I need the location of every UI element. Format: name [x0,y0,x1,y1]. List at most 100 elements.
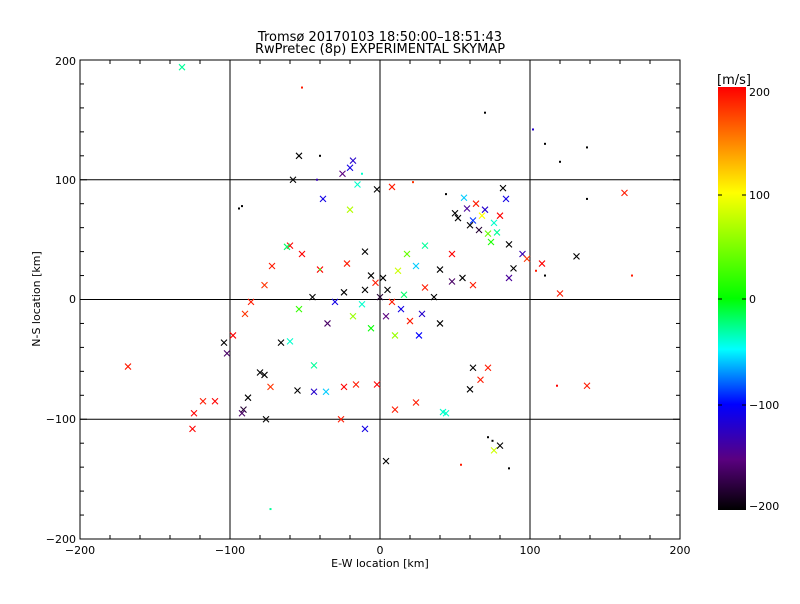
cross-stroke [454,214,462,222]
data-point-dot [301,86,303,89]
data-point-dot [445,193,447,196]
cross-stroke [211,397,219,405]
y-tick-label: 100 [55,174,76,187]
data-point-cross [418,310,426,318]
cross-stroke [384,286,391,294]
data-point-cross [477,376,484,384]
cross-stroke [346,164,354,172]
cross-stroke [337,415,345,423]
cross-stroke [295,305,303,313]
cross-stroke [261,371,268,379]
cross-stroke [220,339,228,346]
cross-stroke [388,183,396,191]
data-point-cross [442,409,450,417]
data-point-cross [505,241,513,248]
data-point-dot [544,142,546,145]
data-point-cross [361,286,369,294]
data-point-cross [298,250,306,258]
cross-stroke [436,320,444,327]
cross-stroke [382,457,390,465]
cross-stroke [223,349,231,357]
colorbar-ticks [718,194,746,406]
cross-stroke [261,281,268,289]
data-point-cross [268,262,276,270]
data-point-cross [244,394,252,402]
data-point-dot [238,207,240,210]
cross-stroke [358,300,366,308]
x-axis-label: E-W location [km] [331,557,429,570]
data-point-dot [319,154,321,157]
x-tick-label: 200 [670,544,691,557]
cross-stroke [493,229,501,236]
data-point-dot [412,181,414,184]
data-point-cross [451,209,459,217]
data-point-cross [340,383,348,391]
data-point-cross [496,442,504,449]
cross-stroke [475,226,483,234]
data-point-cross [469,281,477,289]
data-point-cross [490,446,498,454]
data-point-dot [544,274,546,277]
cross-stroke [244,394,252,402]
data-point-cross [372,279,379,287]
data-point-cross [247,298,255,306]
cross-stroke [373,185,381,193]
cross-stroke [322,388,330,396]
data-point-cross [367,272,375,279]
data-point-cross [339,170,346,178]
data-point-cross [190,409,198,417]
data-point-cross [295,152,303,160]
x-tick-label: 0 [377,544,384,557]
data-point-dot [559,160,561,163]
cross-stroke [379,274,387,282]
data-point-cross [349,312,357,320]
data-point-cross [199,397,207,405]
data-point-dot [535,269,537,272]
cross-stroke [361,425,369,433]
y-tick-label: −200 [46,533,76,546]
cross-stroke [298,250,306,258]
cross-stroke [391,332,399,339]
data-point-cross [310,361,318,369]
data-point-dot [241,205,243,208]
cross-stroke [388,298,396,306]
data-point-cross [556,290,564,297]
cross-stroke [382,312,390,320]
chart-title: Tromsø 20170103 18:50:00–18:51:43 [257,30,502,45]
data-point-dot [319,268,321,271]
colorbar-tick-label: −200 [749,500,779,513]
data-point-cross [472,200,480,208]
cross-stroke [477,376,484,384]
data-point-cross [496,212,504,220]
colorbar-tick-label: 100 [749,189,770,202]
cross-stroke [267,383,274,391]
data-point-cross [295,305,303,313]
cross-stroke [472,200,480,208]
cross-stroke [490,219,498,227]
data-point-dot [484,111,486,114]
data-point-cross [469,364,477,372]
data-point-cross [376,293,384,301]
cross-stroke [538,260,546,267]
data-point-cross [538,260,546,267]
data-point-cross [261,371,268,379]
data-point-cross [391,406,399,414]
data-point-cross [454,214,462,222]
data-point-cross [337,415,345,423]
y-tick-label: −100 [46,413,76,426]
cross-stroke [469,217,477,224]
cross-stroke [466,221,474,229]
data-point-cross [448,250,456,258]
y-tick-label: 200 [55,55,76,68]
data-point-cross [124,363,132,370]
cross-stroke [463,205,471,212]
data-point-cross [466,221,474,229]
data-point-cross [583,382,591,390]
data-point-cross [481,206,489,214]
data-point-cross [346,206,354,214]
colorbar-tick-label: −100 [749,399,779,412]
cross-stroke [499,184,507,192]
cross-stroke [621,189,628,197]
cross-stroke [510,264,517,272]
